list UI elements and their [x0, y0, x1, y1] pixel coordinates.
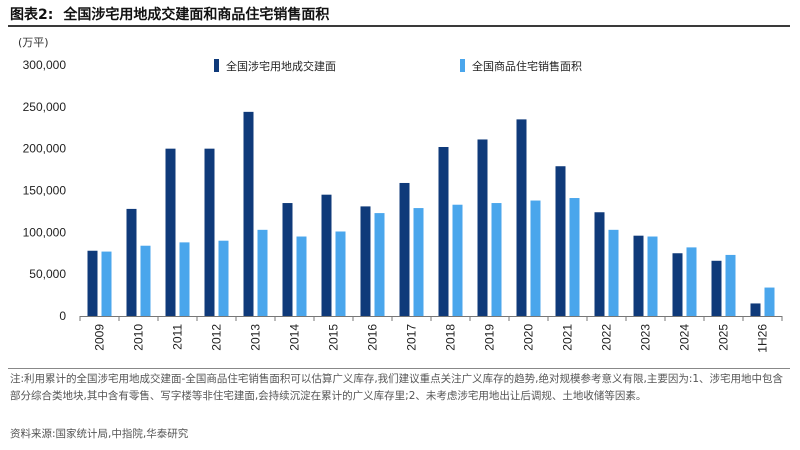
y-axis-ticks: 0 50,000 100,000 150,000 200,000 250,000 300,0…: [23, 58, 67, 323]
x-tick-label: 2025: [717, 324, 731, 351]
x-tick-label: 2020: [522, 324, 536, 351]
bar-series-1: [672, 253, 683, 316]
bar-series-1: [204, 148, 215, 316]
y-tick-label: 300,000: [23, 58, 67, 72]
x-tick-label: 2010: [132, 324, 146, 351]
x-tick-label: 2024: [678, 324, 692, 351]
bar-series-1: [87, 250, 98, 316]
bar-series-2: [413, 208, 424, 316]
legend-label-series-2: 全国商品住宅销售面积: [472, 59, 582, 73]
x-tick-label: 2015: [327, 324, 341, 351]
bar-series-2: [335, 231, 346, 316]
y-tick-label: 50,000: [29, 267, 66, 281]
x-tick-label: 2021: [561, 324, 575, 351]
bar-series-2: [257, 229, 268, 316]
y-tick-label: 200,000: [23, 142, 67, 156]
bar-series-1: [516, 119, 527, 316]
bar-series-2: [764, 287, 775, 316]
x-tick-label: 1H26: [756, 324, 770, 353]
bar-series-2: [101, 251, 112, 316]
bar-series-1: [360, 206, 371, 316]
y-tick-label: 150,000: [23, 184, 67, 198]
bar-series-1: [711, 260, 722, 316]
bars: [87, 111, 775, 316]
legend-swatch-series-2: [460, 59, 465, 72]
legend: 全国涉宅用地成交建面 全国商品住宅销售面积: [214, 59, 582, 73]
chart-title: 图表2: 全国涉宅用地成交建面和商品住宅销售面积: [10, 4, 329, 24]
bar-series-2: [140, 245, 151, 316]
bar-series-2: [374, 213, 385, 316]
bar-series-1: [399, 182, 410, 316]
bar-series-1: [555, 166, 566, 316]
bar-series-2: [530, 200, 541, 316]
legend-label-series-1: 全国涉宅用地成交建面: [226, 59, 336, 73]
x-tick-label: 2009: [93, 324, 107, 351]
bar-series-2: [491, 203, 502, 316]
y-tick-label: 0: [59, 309, 66, 323]
y-axis-unit-label: (万平): [18, 36, 49, 49]
bar-series-1: [321, 194, 332, 316]
x-tick-label: 2023: [639, 324, 653, 351]
bar-series-2: [179, 242, 190, 316]
bar-series-1: [438, 146, 449, 316]
title-divider: [8, 25, 790, 27]
bar-series-1: [282, 203, 293, 316]
bar-series-1: [594, 212, 605, 316]
title-text: 全国涉宅用地成交建面和商品住宅销售面积: [63, 7, 330, 23]
y-tick-label: 250,000: [23, 100, 67, 114]
bar-series-2: [296, 236, 307, 316]
source-line: 资料来源:国家统计局,中指院,华泰研究: [10, 428, 189, 440]
bar-series-1: [750, 303, 761, 316]
bar-series-2: [608, 229, 619, 316]
x-tick-label: 2014: [288, 324, 302, 351]
bar-chart: 全国涉宅用地成交建面 全国商品住宅销售面积 0 50,000 100,000 150,…: [23, 58, 783, 353]
x-tick-label: 2018: [444, 324, 458, 351]
bar-series-2: [647, 236, 658, 316]
figure-label: 图表2:: [10, 7, 54, 23]
x-tick-label: 2022: [600, 324, 614, 351]
footnote: 注:利用累计的全国涉宅用地成交建面-全国商品住宅销售面积可以估算广义库存,我们建…: [10, 373, 784, 402]
x-axis-ticks: 2009 2010 2011 2012 2013 2014 2015 2016 2017 2018…: [79, 316, 783, 353]
bar-series-2: [452, 204, 463, 316]
x-tick-label: 2019: [483, 324, 497, 351]
bar-series-1: [126, 208, 137, 316]
x-tick-label: 2017: [405, 324, 419, 351]
legend-swatch-series-1: [214, 59, 219, 72]
x-tick-label: 2011: [171, 324, 185, 350]
bar-series-2: [569, 198, 580, 316]
bar-series-2: [686, 247, 697, 316]
x-tick-label: 2013: [249, 324, 263, 351]
bar-series-2: [218, 240, 229, 316]
bar-series-2: [725, 254, 736, 316]
footer-divider: [8, 368, 790, 369]
x-tick-label: 2012: [210, 324, 224, 351]
y-tick-label: 100,000: [23, 225, 67, 239]
bar-series-1: [243, 111, 254, 316]
bar-series-1: [165, 148, 176, 316]
x-tick-label: 2016: [366, 324, 380, 351]
bar-series-1: [477, 139, 488, 316]
bar-series-1: [633, 235, 644, 316]
